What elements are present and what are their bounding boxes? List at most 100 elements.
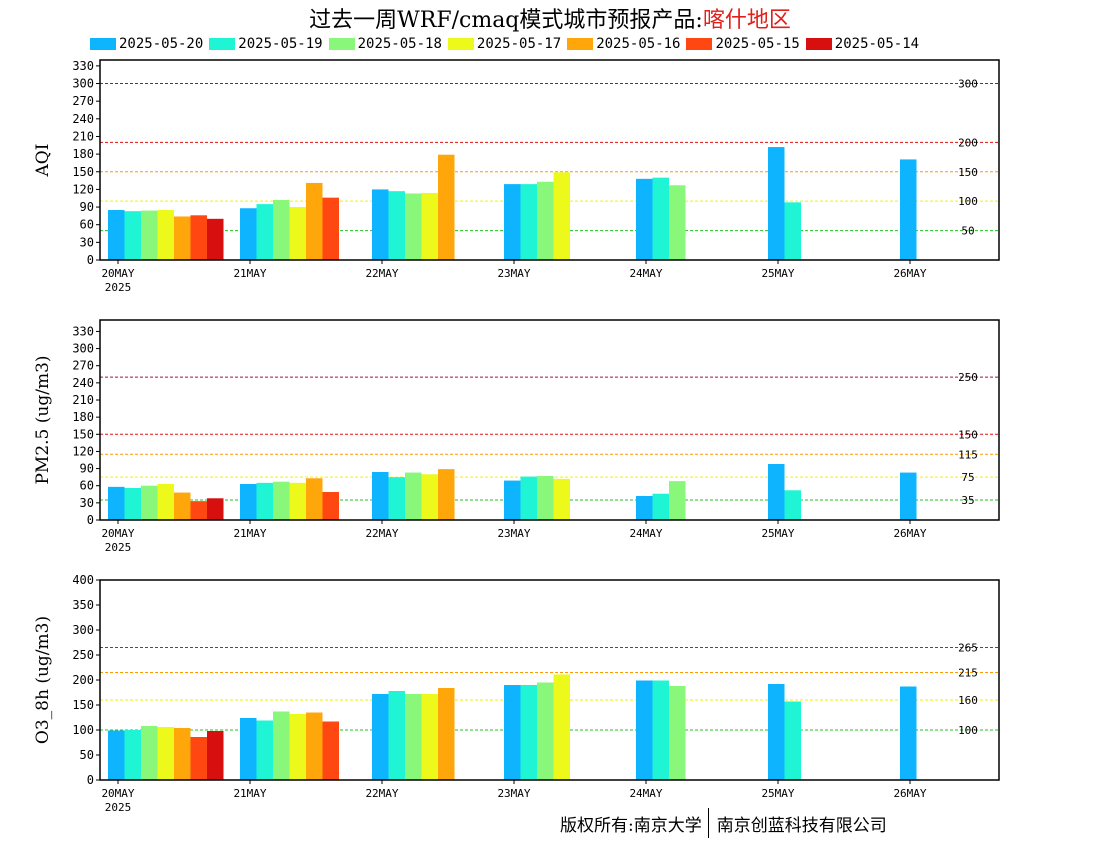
y-tick-label: 250 (72, 648, 94, 662)
legend-label: 2025-05-16 (596, 36, 681, 52)
copyright-owner: 版权所有:南京大学 (560, 815, 702, 836)
bar (141, 485, 158, 520)
y-tick-label: 330 (72, 59, 94, 73)
threshold-label: 50 (961, 225, 974, 238)
bar (520, 184, 537, 260)
legend-swatch (328, 38, 355, 50)
x-tick-label: 20MAY (101, 267, 134, 280)
x-tick-label: 23MAY (497, 527, 530, 540)
bar (157, 727, 174, 780)
x-tick-label: 25MAY (761, 267, 794, 280)
bar (289, 482, 306, 520)
y-axis-label: O3_8h (ug/m3) (33, 616, 53, 744)
bar (289, 207, 306, 260)
x-tick-label: 21MAY (233, 787, 266, 800)
bar (636, 178, 653, 260)
legend-item: 2025-05-19 (209, 36, 323, 52)
x-tick-label: 22MAY (365, 267, 398, 280)
bar (405, 193, 422, 260)
bar (124, 488, 141, 520)
bar (537, 476, 554, 520)
legend-label: 2025-05-19 (238, 36, 323, 52)
y-tick-label: 300 (72, 77, 94, 91)
y-tick-label: 150 (72, 427, 94, 441)
bar (289, 714, 306, 780)
bar (520, 685, 537, 780)
bar (256, 720, 273, 780)
bar (141, 726, 158, 780)
y-tick-label: 180 (72, 410, 94, 424)
bar (421, 192, 438, 260)
bar (421, 474, 438, 520)
legend-swatch (209, 38, 236, 50)
bar (784, 490, 801, 520)
bar (504, 480, 521, 520)
bar (553, 674, 570, 780)
bar (372, 694, 389, 780)
legend-item: 2025-05-14 (805, 36, 919, 52)
bar (652, 680, 669, 780)
bar (256, 482, 273, 520)
x-tick-label: 21MAY (233, 267, 266, 280)
chart-panel: 35 75 115 150 250 0 30 60 90 120 150 180 210 240 270 30… (33, 319, 1000, 554)
x-tick-label: 20MAY (101, 527, 134, 540)
bar (240, 718, 257, 780)
legend-swatch (567, 38, 594, 50)
x-tick-label: 23MAY (497, 267, 530, 280)
x-tick-label: 21MAY (233, 527, 266, 540)
bar (372, 189, 389, 260)
x-tick-label: 24MAY (629, 527, 662, 540)
y-tick-label: 270 (72, 94, 94, 108)
legend-swatch (90, 38, 116, 50)
chart-panel: 100 160 215 265 0 50 100 150 200 250 300 350 400 20MA… (33, 573, 1000, 814)
bar (652, 177, 669, 260)
bar (190, 501, 207, 520)
plot-frame (99, 59, 1000, 261)
bar (553, 172, 570, 260)
bar (306, 182, 323, 260)
bar (520, 476, 537, 520)
threshold-label: 75 (961, 471, 974, 484)
y-tick-label: 300 (72, 342, 94, 356)
title-region: 喀什地区 (702, 8, 791, 33)
chart-title: 过去一周WRF/cmaq模式城市预报产品:喀什地区 (0, 2, 1100, 34)
threshold-label: 215 (958, 667, 978, 680)
x-tick-label: 26MAY (893, 527, 926, 540)
bar (190, 215, 207, 260)
threshold-label: 115 (958, 448, 978, 461)
bar (256, 204, 273, 260)
y-tick-label: 200 (72, 673, 94, 687)
y-tick-label: 90 (80, 200, 94, 214)
bar (273, 711, 290, 780)
y-tick-label: 0 (87, 253, 94, 267)
legend-item: 2025-05-15 (686, 36, 800, 52)
y-tick-label: 240 (72, 112, 94, 126)
bar (240, 484, 257, 520)
x-tick-label: 24MAY (629, 267, 662, 280)
x-tick-label: 24MAY (629, 787, 662, 800)
threshold-label: 150 (958, 428, 978, 441)
bar (900, 472, 917, 520)
bar (669, 185, 686, 260)
y-axis-label: PM2.5 (ug/m3) (33, 355, 53, 484)
bar (388, 691, 405, 780)
bar (174, 216, 191, 260)
bar (784, 202, 801, 260)
bar (306, 712, 323, 780)
bar (768, 684, 785, 780)
bar (124, 730, 141, 780)
bar (322, 721, 339, 780)
y-tick-label: 50 (80, 748, 94, 762)
legend: 2025-05-20 2025-05-19 2025-05-18 2025-05… (90, 34, 925, 54)
legend-item: 2025-05-18 (328, 36, 442, 52)
x-tick-label: 26MAY (893, 267, 926, 280)
y-tick-label: 330 (72, 324, 94, 338)
bar (306, 478, 323, 520)
y-tick-label: 350 (72, 598, 94, 612)
threshold-label: 265 (958, 642, 978, 655)
bar (768, 147, 785, 260)
legend-label: 2025-05-15 (715, 36, 800, 52)
bar (388, 191, 405, 260)
bar (900, 159, 917, 260)
bar (174, 492, 191, 520)
